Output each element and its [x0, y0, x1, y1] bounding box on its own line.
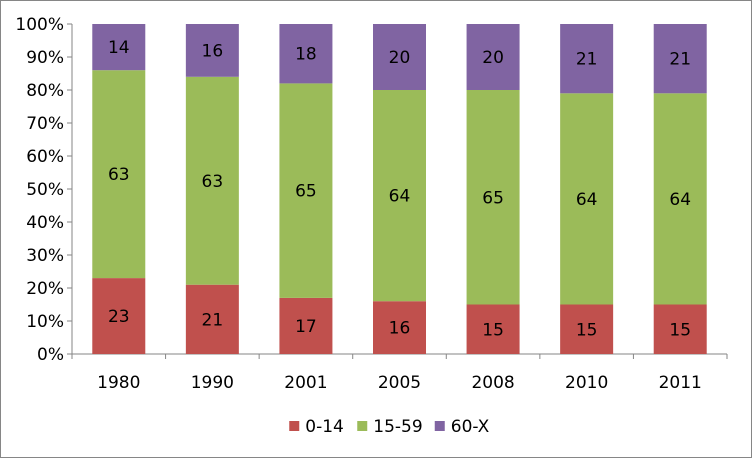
x-tick-label: 2008	[471, 373, 514, 393]
data-label: 21	[669, 50, 691, 70]
bar-segment-60-X	[92, 24, 146, 71]
bar-segment-60-X	[279, 24, 333, 84]
data-label: 18	[295, 45, 317, 65]
data-label: 20	[389, 48, 411, 68]
y-tick-label: 90%	[26, 48, 64, 68]
legend-label: 15-59	[373, 417, 422, 437]
data-label: 15	[482, 320, 504, 340]
bar-segment-0-14	[653, 304, 707, 354]
x-tick-label: 2005	[378, 373, 421, 393]
legend-label: 60-X	[451, 417, 490, 437]
x-tick-label: 2010	[565, 373, 608, 393]
bar-segment-0-14	[466, 304, 520, 354]
data-label: 21	[202, 310, 224, 330]
data-label: 63	[202, 172, 224, 192]
data-label: 15	[669, 320, 691, 340]
y-tick-label: 20%	[26, 279, 64, 299]
y-tick-label: 50%	[26, 180, 64, 200]
bar-segment-0-14	[279, 297, 333, 354]
data-label: 64	[389, 187, 411, 207]
bar-segment-15-59	[373, 90, 426, 302]
bar-segment-15-59	[466, 90, 520, 305]
x-tick-label: 2011	[659, 373, 702, 393]
bar-segment-15-59	[92, 70, 146, 279]
data-label: 64	[576, 190, 598, 210]
y-tick-label: 40%	[26, 213, 64, 233]
data-label: 16	[202, 41, 224, 61]
data-label: 16	[389, 319, 411, 339]
bar-segment-15-59	[653, 93, 707, 305]
bar-segment-15-59	[560, 93, 614, 305]
data-label: 21	[576, 50, 598, 70]
x-tick-label: 1990	[191, 373, 234, 393]
data-label: 14	[108, 38, 130, 58]
bar-segment-60-X	[560, 24, 614, 94]
data-label: 15	[576, 320, 598, 340]
bar-segment-15-59	[279, 83, 333, 298]
bar-segment-60-X	[466, 24, 520, 90]
bar-segment-15-59	[185, 76, 239, 285]
data-label: 17	[295, 317, 317, 337]
x-tick-label: 1980	[97, 373, 140, 393]
y-tick-label: 0%	[37, 345, 64, 365]
data-label: 65	[482, 188, 504, 208]
legend-label: 0-14	[305, 417, 344, 437]
legend: 0-14 15-59 60-X	[289, 417, 490, 437]
data-label: 64	[669, 190, 691, 210]
y-tick-label: 30%	[26, 246, 64, 266]
bar-segment-0-14	[92, 278, 146, 354]
data-label: 63	[108, 165, 130, 185]
y-tick-label: 10%	[26, 312, 64, 332]
x-tick-label: 2001	[284, 373, 327, 393]
y-tick-label: 80%	[26, 81, 64, 101]
bar-segment-60-X	[653, 24, 707, 94]
legend-swatch-60-X	[434, 421, 445, 431]
data-label: 20	[482, 48, 504, 68]
bars: 23 63 14 21 63 16 17 65 18 16 64 20 15 65 20 15 64 21 15 64…	[92, 24, 707, 354]
bar-segment-60-X	[373, 24, 426, 90]
axes: 0% 10% 20% 30% 40% 50% 60% 70% 80% 90% 100% 1980 199…	[15, 15, 728, 393]
y-tick-label: 100%	[15, 15, 64, 35]
bar-segment-60-X	[185, 24, 239, 77]
y-tick-label: 70%	[26, 114, 64, 134]
y-tick-label: 60%	[26, 147, 64, 167]
legend-swatch-15-59	[357, 421, 368, 431]
data-label: 23	[108, 307, 130, 327]
bar-segment-0-14	[560, 304, 614, 354]
legend-swatch-0-14	[289, 421, 300, 431]
data-label: 65	[295, 182, 317, 202]
bar-segment-0-14	[373, 301, 426, 354]
bar-segment-0-14	[185, 284, 239, 354]
